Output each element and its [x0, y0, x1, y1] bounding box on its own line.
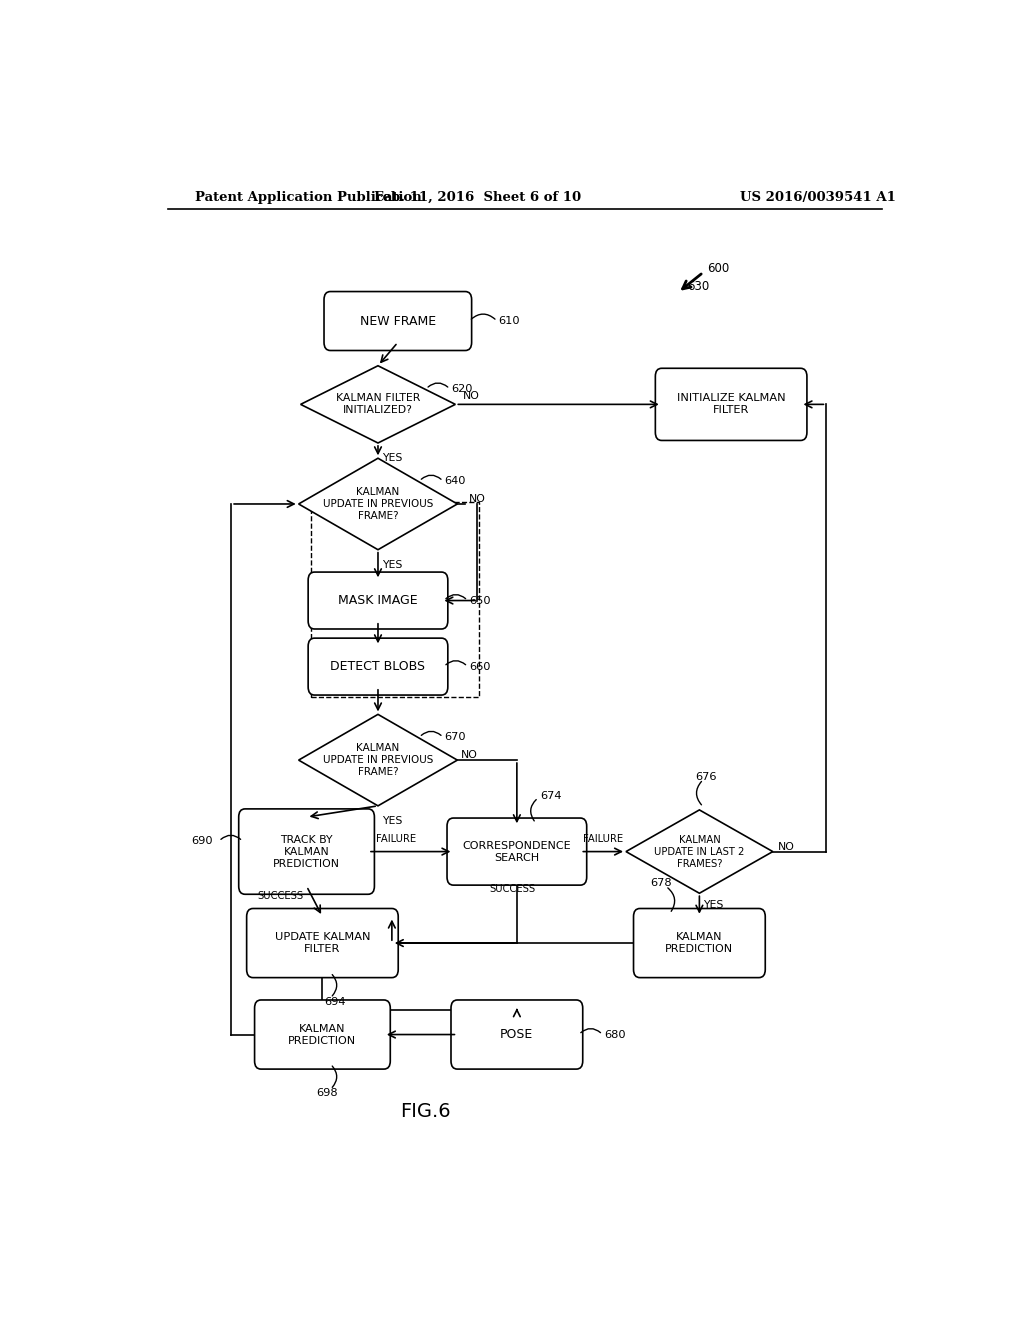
- Text: 660: 660: [469, 661, 490, 672]
- FancyBboxPatch shape: [308, 572, 447, 630]
- Text: 690: 690: [191, 836, 213, 846]
- Text: 698: 698: [316, 1089, 338, 1098]
- Text: YES: YES: [703, 900, 724, 911]
- Text: 630: 630: [687, 280, 710, 293]
- Text: 676: 676: [695, 772, 717, 783]
- Text: Patent Application Publication: Patent Application Publication: [196, 190, 422, 203]
- Text: POSE: POSE: [501, 1028, 534, 1041]
- Text: INITIALIZE KALMAN
FILTER: INITIALIZE KALMAN FILTER: [677, 393, 785, 416]
- Text: MASK IMAGE: MASK IMAGE: [338, 594, 418, 607]
- Text: CORRESPONDENCE
SEARCH: CORRESPONDENCE SEARCH: [463, 841, 571, 862]
- Text: 694: 694: [324, 997, 345, 1007]
- Text: FAILURE: FAILURE: [376, 834, 416, 845]
- FancyBboxPatch shape: [634, 908, 765, 978]
- FancyBboxPatch shape: [308, 638, 447, 696]
- Text: NO: NO: [463, 391, 480, 401]
- Text: 600: 600: [708, 261, 729, 275]
- Text: FIG.6: FIG.6: [400, 1102, 451, 1121]
- FancyBboxPatch shape: [239, 809, 375, 894]
- Text: 640: 640: [444, 477, 466, 486]
- FancyBboxPatch shape: [451, 1001, 583, 1069]
- Text: KALMAN
UPDATE IN LAST 2
FRAMES?: KALMAN UPDATE IN LAST 2 FRAMES?: [654, 834, 744, 869]
- Text: US 2016/0039541 A1: US 2016/0039541 A1: [740, 190, 896, 203]
- Text: TRACK BY
KALMAN
PREDICTION: TRACK BY KALMAN PREDICTION: [273, 834, 340, 869]
- Text: SUCCESS: SUCCESS: [489, 884, 536, 894]
- Text: KALMAN
PREDICTION: KALMAN PREDICTION: [289, 1023, 356, 1045]
- Polygon shape: [301, 366, 456, 444]
- Polygon shape: [626, 810, 773, 894]
- Text: Feb. 11, 2016  Sheet 6 of 10: Feb. 11, 2016 Sheet 6 of 10: [374, 190, 581, 203]
- Text: NO: NO: [462, 750, 478, 760]
- Text: KALMAN
UPDATE IN PREVIOUS
FRAME?: KALMAN UPDATE IN PREVIOUS FRAME?: [323, 487, 433, 521]
- Polygon shape: [299, 714, 458, 805]
- Text: KALMAN
PREDICTION: KALMAN PREDICTION: [666, 932, 733, 954]
- Text: 674: 674: [540, 791, 561, 801]
- Text: NO: NO: [778, 842, 796, 851]
- Text: UPDATE KALMAN
FILTER: UPDATE KALMAN FILTER: [274, 932, 371, 954]
- Text: 678: 678: [650, 878, 672, 888]
- Text: KALMAN
UPDATE IN PREVIOUS
FRAME?: KALMAN UPDATE IN PREVIOUS FRAME?: [323, 743, 433, 777]
- Polygon shape: [299, 458, 458, 549]
- FancyBboxPatch shape: [247, 908, 398, 978]
- Text: KALMAN FILTER
INITIALIZED?: KALMAN FILTER INITIALIZED?: [336, 393, 420, 416]
- Text: 650: 650: [469, 595, 490, 606]
- Text: YES: YES: [382, 453, 402, 463]
- Text: DETECT BLOBS: DETECT BLOBS: [331, 660, 426, 673]
- FancyBboxPatch shape: [447, 818, 587, 886]
- FancyBboxPatch shape: [255, 1001, 390, 1069]
- Text: FAILURE: FAILURE: [583, 834, 623, 845]
- Text: 610: 610: [499, 315, 520, 326]
- FancyBboxPatch shape: [324, 292, 472, 351]
- Text: 680: 680: [604, 1030, 626, 1040]
- Text: NO: NO: [469, 494, 486, 504]
- Bar: [310, 502, 479, 697]
- Text: 670: 670: [444, 733, 466, 742]
- Text: NEW FRAME: NEW FRAME: [359, 314, 436, 327]
- Text: YES: YES: [382, 816, 402, 826]
- Text: YES: YES: [382, 560, 402, 570]
- Text: SUCCESS: SUCCESS: [257, 891, 303, 902]
- FancyBboxPatch shape: [655, 368, 807, 441]
- Text: 620: 620: [452, 384, 473, 393]
